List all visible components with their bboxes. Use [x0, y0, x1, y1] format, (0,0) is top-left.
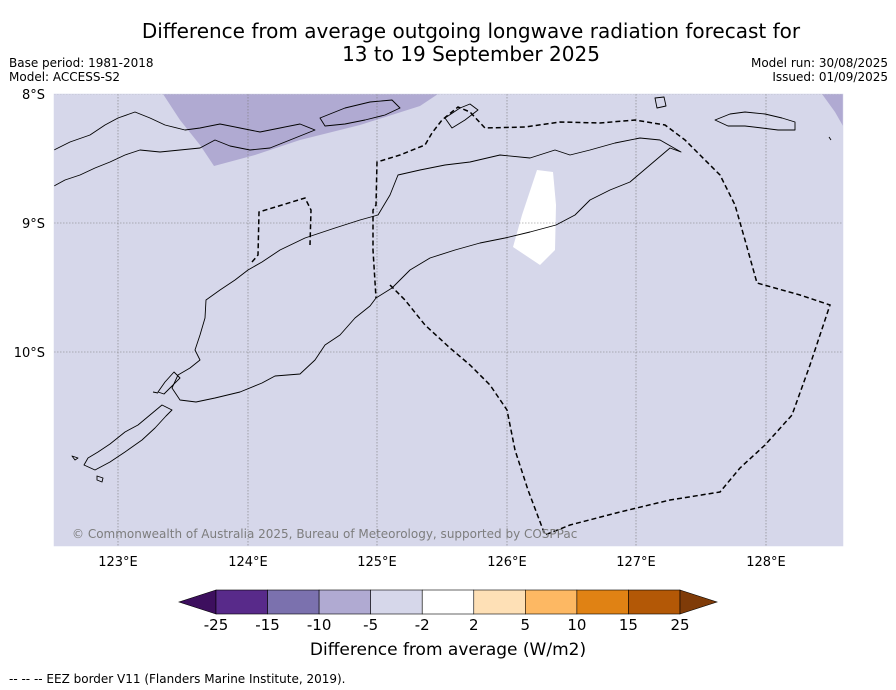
meta-left: Base period: 1981-2018 Model: ACCESS-S2: [9, 56, 154, 84]
colorbar-segment: [267, 589, 320, 615]
chart-title: Difference from average outgoing longwav…: [0, 20, 896, 66]
colorbar-tick-label: 15: [619, 616, 638, 634]
colorbar-segment: [370, 589, 423, 615]
title-line-2: 13 to 19 September 2025: [342, 42, 600, 66]
lat-tick: 8°S: [22, 88, 45, 103]
islet-southwest-2: [71, 455, 79, 461]
north-islands-coastline: [54, 111, 316, 187]
lon-tick: 123°E: [98, 555, 138, 570]
graticule: [54, 94, 843, 546]
colorbar-ticks: -25 -15 -10 -5 -2 2 5 10 15 25: [204, 616, 690, 634]
colorbar-tick-label: 2: [469, 616, 479, 634]
map-frame: [53, 93, 844, 547]
colorbar-segment: [473, 589, 526, 615]
colorbar-segment: [576, 589, 629, 615]
eez-border: [251, 106, 831, 536]
title-line-1: Difference from average outgoing longwav…: [141, 19, 801, 43]
small-island-west: [152, 391, 159, 394]
colorbar: [178, 589, 718, 615]
issued-date: Issued: 01/09/2025: [772, 70, 888, 84]
lon-tick: 125°E: [357, 555, 397, 570]
negative-anomaly-region: [163, 94, 438, 166]
colorbar-tick-label: 25: [670, 616, 689, 634]
colorbar-tick-label: 10: [567, 616, 586, 634]
model-run: Model run: 30/08/2025: [750, 56, 888, 70]
lon-tick: 128°E: [746, 555, 786, 570]
eez-border-east: [372, 106, 831, 536]
colorbar-tick-label: -15: [255, 616, 280, 634]
eez-legend-note: -- -- -- EEZ border V11 (Flanders Marine…: [9, 672, 346, 686]
colorbar-segment: [421, 589, 475, 615]
rote-coastline: [157, 371, 181, 395]
small-islet-north: [654, 96, 667, 109]
longitude-ticks: 123°E 124°E 125°E 126°E 127°E 128°E: [98, 555, 786, 570]
latitude-ticks: 8°S 9°S 10°S: [14, 88, 45, 361]
map-background: [54, 94, 843, 546]
colorbar-tick-label: 5: [521, 616, 531, 634]
colorbar-tick-label: -25: [204, 616, 229, 634]
colorbar-label: Difference from average (W/m2): [309, 640, 587, 660]
colorbar-tick-label: -10: [307, 616, 332, 634]
islet-southwest: [96, 475, 104, 483]
copyright-text: © Commonwealth of Australia 2025, Bureau…: [72, 527, 577, 541]
colorbar-segment: [525, 589, 578, 615]
colorbar-segment: [318, 589, 371, 615]
colorbar-segment: [215, 589, 268, 615]
lon-tick: 126°E: [487, 555, 527, 570]
islet-far-east: [828, 136, 832, 141]
meta-right: Model run: 30/08/2025 Issued: 01/09/2025: [751, 56, 888, 84]
colorbar-segment: [628, 589, 681, 615]
lon-tick: 127°E: [616, 555, 656, 570]
base-period: Base period: 1981-2018: [9, 56, 154, 70]
alor-coastline: [319, 99, 401, 127]
lat-tick: 10°S: [14, 346, 45, 361]
colorbar-extend-max: [679, 589, 718, 615]
neutral-region: [513, 170, 556, 265]
colorbar-tick-label: -2: [415, 616, 430, 634]
coastlines: [54, 96, 832, 483]
colorbar-extend-min: [178, 589, 217, 615]
negative-anomaly-region-east: [822, 94, 843, 126]
lat-tick: 9°S: [22, 217, 45, 232]
timor-coastline: [171, 137, 682, 403]
babar-islands-coastline: [714, 111, 796, 131]
colorbar-tick-label: -5: [363, 616, 378, 634]
lon-tick: 124°E: [228, 555, 268, 570]
eez-border-enclave: [251, 197, 312, 263]
southwest-island-coastline: [83, 404, 173, 471]
model-name: Model: ACCESS-S2: [9, 70, 121, 84]
